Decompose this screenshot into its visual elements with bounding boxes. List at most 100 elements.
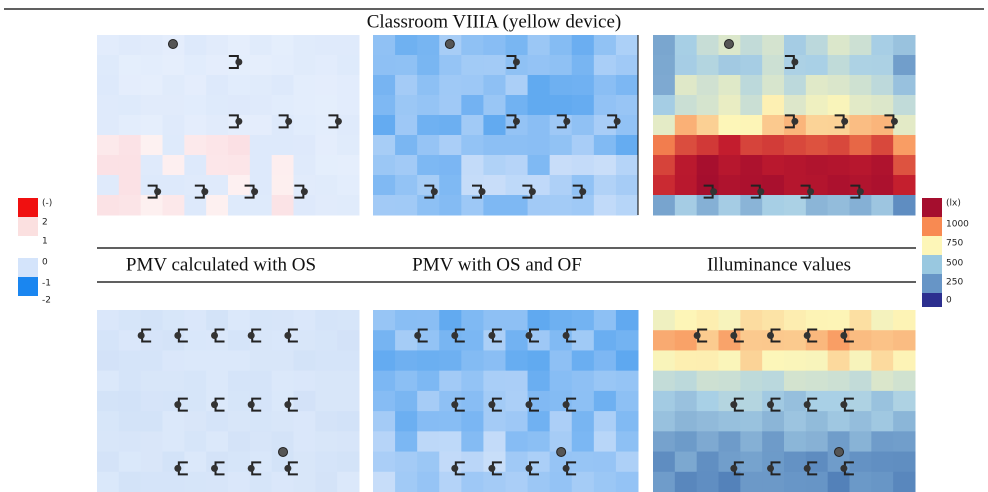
heatmap-cell xyxy=(571,195,595,216)
heatmap-cell xyxy=(849,75,872,96)
heatmap-cell xyxy=(762,115,785,136)
heatmap-cell xyxy=(439,115,462,136)
heatmap-cell xyxy=(527,195,551,216)
heatmap-cell xyxy=(849,115,872,136)
heatmap-cell xyxy=(184,195,207,216)
seat-icon xyxy=(730,401,738,409)
seat-icon xyxy=(803,401,811,409)
heatmap-cell xyxy=(893,451,916,473)
heatmap-cell xyxy=(249,135,273,156)
heatmap-cell xyxy=(805,55,829,76)
heatmap-cell xyxy=(849,135,872,156)
heatmap-cell xyxy=(505,95,529,116)
legend-unit: (lx) xyxy=(946,199,961,209)
legend-swatch xyxy=(18,217,38,236)
heatmap-cell xyxy=(549,55,573,76)
heatmap-cell xyxy=(871,471,894,492)
heatmap-cell xyxy=(696,330,719,351)
heatmap-cell xyxy=(184,451,207,473)
seat-icon xyxy=(840,464,848,472)
heatmap-cell xyxy=(549,310,573,331)
heatmap-cell xyxy=(97,350,120,372)
heatmap-cell xyxy=(97,431,120,453)
heatmap-cell xyxy=(762,95,785,116)
legend-swatch xyxy=(922,255,942,274)
heatmap-cell xyxy=(97,35,120,56)
seat-icon xyxy=(791,58,799,66)
seat-icon xyxy=(451,331,459,339)
heatmap-cell xyxy=(140,135,163,156)
heatmap-cell xyxy=(653,175,676,196)
heatmap-cell xyxy=(571,431,595,453)
heatmap-cell xyxy=(849,330,872,351)
heatmap-cell xyxy=(784,411,807,432)
heatmap-cell xyxy=(615,75,639,96)
heatmap-cell xyxy=(653,115,676,136)
heatmap-cell xyxy=(849,451,872,473)
heatmap-cell xyxy=(505,330,529,351)
heatmap-cell xyxy=(162,115,185,136)
heatmap-cell xyxy=(395,451,418,473)
heatmap-cell xyxy=(461,135,484,156)
heatmap-cell xyxy=(293,451,316,473)
heatmap-cell xyxy=(871,390,894,412)
heatmap-cell xyxy=(571,310,595,331)
heatmap-cell xyxy=(784,471,807,492)
heatmap-cell xyxy=(461,55,484,76)
heatmap-cell xyxy=(373,431,396,453)
heatmap-cell xyxy=(228,471,251,492)
heatmap-cell xyxy=(293,55,316,76)
heatmap-cell xyxy=(206,155,229,176)
heatmap-cell xyxy=(696,471,719,492)
heatmap-cell xyxy=(271,431,294,453)
heatmap-cell xyxy=(505,195,529,216)
heatmap-cell xyxy=(118,95,142,116)
heatmap-cell xyxy=(653,451,676,473)
heatmap-cell xyxy=(395,471,418,492)
seat-icon xyxy=(512,117,520,125)
heatmap-cell xyxy=(593,135,617,156)
heatmap-cell xyxy=(184,135,207,156)
heatmap-cell xyxy=(395,75,418,96)
heatmap-cell xyxy=(184,75,207,96)
heatmap-cell xyxy=(871,75,894,96)
heatmap-cell xyxy=(271,95,294,116)
heatmap-cell xyxy=(593,175,617,196)
heatmap-cell xyxy=(483,411,506,432)
heatmap-cell xyxy=(527,35,551,56)
heatmap-cell xyxy=(483,471,506,492)
heatmap-cell xyxy=(571,115,595,136)
heatmap-cell xyxy=(740,75,763,96)
heatmap-cell xyxy=(696,115,719,136)
heatmap-cell xyxy=(827,431,850,453)
heatmap-cell xyxy=(293,35,316,56)
heatmap-cell xyxy=(118,135,142,156)
heatmap-cell xyxy=(293,115,316,136)
heatmap-cell xyxy=(395,55,418,76)
legend-swatch xyxy=(18,198,38,217)
seat-icon xyxy=(693,331,701,339)
heatmap-cell xyxy=(395,135,418,156)
heatmap-cell xyxy=(483,370,506,392)
heatmap-cell xyxy=(849,431,872,453)
heatmap-cell xyxy=(162,175,185,196)
heatmap-cell xyxy=(140,370,163,392)
heatmap-cell xyxy=(97,310,120,331)
heatmap-cell xyxy=(827,175,850,196)
heatmap-cell xyxy=(615,55,639,76)
heatmap-cell xyxy=(653,75,676,96)
heatmap-cell xyxy=(784,95,807,116)
heatmap-cell xyxy=(527,310,551,331)
seat-icon xyxy=(562,331,570,339)
heatmap-cell xyxy=(784,175,807,196)
heatmap-cell xyxy=(653,195,676,216)
heatmap-cell xyxy=(653,411,676,432)
heatmap-cell xyxy=(206,310,229,331)
heatmap-cell xyxy=(615,330,639,351)
heatmap-cell xyxy=(315,350,338,372)
heatmap-cell xyxy=(315,451,338,473)
heatmap-cell xyxy=(97,330,120,351)
heatmap-cell xyxy=(315,411,338,432)
heatmap-cell xyxy=(527,75,551,96)
heatmap-cell xyxy=(718,155,741,176)
